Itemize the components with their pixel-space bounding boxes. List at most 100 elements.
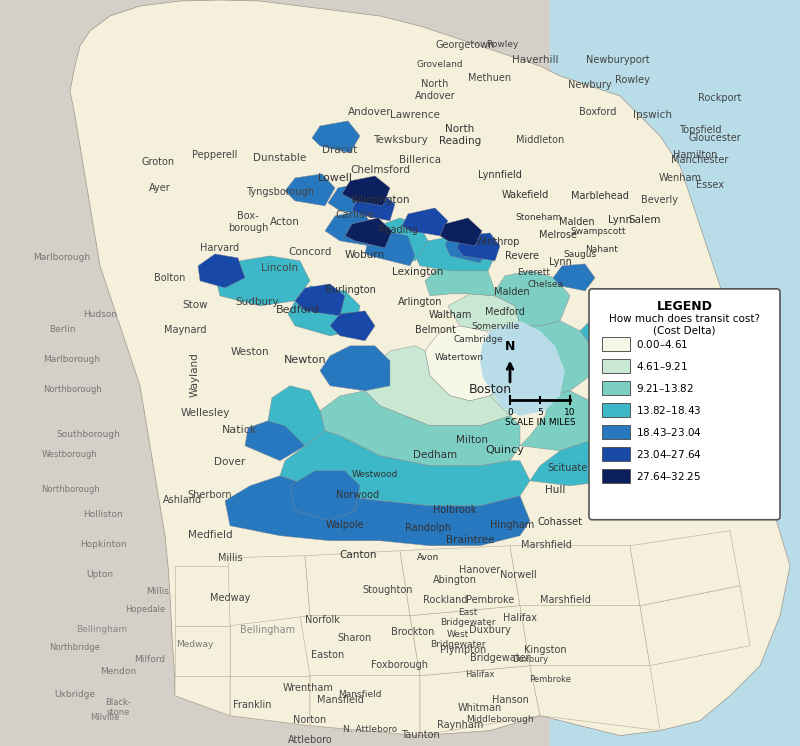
Text: Revere: Revere — [505, 251, 539, 261]
Text: Andover: Andover — [348, 107, 392, 117]
Polygon shape — [530, 665, 660, 730]
Text: Scituate: Scituate — [548, 463, 588, 473]
Polygon shape — [345, 218, 392, 248]
Text: Harvard: Harvard — [201, 243, 239, 253]
Text: Rockland: Rockland — [422, 595, 467, 605]
Text: Swampscott: Swampscott — [570, 228, 626, 236]
Text: Bedford: Bedford — [276, 305, 320, 315]
Text: Westwood: Westwood — [352, 470, 398, 479]
Text: Marlborough: Marlborough — [43, 355, 101, 364]
Text: Boston: Boston — [469, 383, 511, 396]
Text: Canton: Canton — [339, 550, 377, 560]
Text: Stow: Stow — [182, 300, 208, 310]
Polygon shape — [310, 676, 420, 736]
Text: (Cost Delta): (Cost Delta) — [654, 326, 716, 336]
Text: Brockton: Brockton — [391, 627, 434, 636]
Text: $0.00 – $4.61: $0.00 – $4.61 — [636, 338, 689, 350]
Text: Halifax: Halifax — [503, 612, 537, 623]
Text: Medway: Medway — [176, 640, 214, 649]
Text: Bolton: Bolton — [154, 273, 186, 283]
Text: Hingham: Hingham — [490, 520, 534, 530]
Text: Arlington: Arlington — [398, 297, 442, 307]
Polygon shape — [70, 0, 790, 736]
Text: Taunton: Taunton — [401, 730, 439, 739]
Text: Chelsea: Chelsea — [527, 280, 563, 289]
Text: $9.21 – $13.82: $9.21 – $13.82 — [636, 382, 694, 394]
Polygon shape — [580, 311, 640, 376]
Text: Duxbury: Duxbury — [512, 655, 548, 664]
Polygon shape — [352, 192, 395, 221]
Text: Topsfield: Topsfield — [678, 125, 722, 135]
Polygon shape — [445, 231, 490, 263]
Polygon shape — [320, 346, 390, 391]
Polygon shape — [402, 208, 448, 236]
Polygon shape — [225, 476, 530, 546]
Text: Box-
borough: Box- borough — [228, 211, 268, 233]
Text: Billerica: Billerica — [399, 155, 441, 165]
Polygon shape — [520, 606, 650, 665]
Bar — [602, 380, 630, 395]
Polygon shape — [285, 174, 335, 206]
Text: Braintree: Braintree — [446, 535, 494, 545]
Polygon shape — [495, 271, 570, 326]
Text: Waltham: Waltham — [428, 310, 472, 320]
Text: Norwell: Norwell — [500, 570, 536, 580]
Polygon shape — [370, 218, 428, 261]
Polygon shape — [215, 256, 310, 306]
Text: Southborough: Southborough — [56, 430, 120, 439]
Text: Methuen: Methuen — [469, 73, 511, 83]
Text: Halifax: Halifax — [466, 670, 494, 679]
Polygon shape — [490, 326, 550, 416]
Text: Rowley: Rowley — [486, 40, 518, 49]
Text: North
Andover: North Andover — [414, 79, 455, 101]
Polygon shape — [590, 376, 650, 436]
Text: Melrose: Melrose — [539, 230, 577, 240]
Text: Pepperell: Pepperell — [192, 150, 238, 160]
Bar — [602, 447, 630, 461]
Text: LEGEND: LEGEND — [657, 300, 713, 313]
Text: Plympton: Plympton — [440, 645, 486, 655]
Text: Stoughton: Stoughton — [362, 585, 414, 595]
Text: Natick: Natick — [222, 424, 258, 435]
Text: Milton: Milton — [456, 435, 488, 445]
Polygon shape — [530, 436, 630, 486]
Text: Wakefield: Wakefield — [502, 190, 549, 200]
Bar — [602, 337, 630, 351]
Text: $4.61 – $9.21: $4.61 – $9.21 — [636, 360, 688, 372]
Text: Concord: Concord — [288, 247, 332, 257]
Text: Rockport: Rockport — [698, 93, 742, 103]
Polygon shape — [280, 430, 530, 506]
Polygon shape — [175, 565, 230, 626]
Text: Bridgewater: Bridgewater — [470, 653, 530, 662]
Text: Northborough: Northborough — [41, 485, 99, 495]
Text: Avon: Avon — [417, 554, 439, 562]
Polygon shape — [400, 546, 520, 615]
Text: Northborough: Northborough — [42, 385, 102, 395]
Text: West
Bridgewater: West Bridgewater — [430, 630, 486, 649]
Text: Franklin: Franklin — [233, 700, 271, 709]
Polygon shape — [480, 321, 565, 416]
Text: N. Attleboro: N. Attleboro — [343, 725, 397, 734]
Text: Duxbury: Duxbury — [469, 624, 511, 635]
Text: Black-
stone: Black- stone — [105, 698, 131, 718]
Polygon shape — [290, 471, 360, 521]
Text: Berlin: Berlin — [49, 325, 75, 334]
Text: Wilmington: Wilmington — [350, 195, 410, 205]
Text: Burlington: Burlington — [325, 285, 375, 295]
Text: Marlborough: Marlborough — [34, 254, 90, 263]
FancyBboxPatch shape — [589, 289, 780, 520]
Text: Newton: Newton — [284, 355, 326, 365]
Text: Cambridge: Cambridge — [453, 335, 503, 345]
Text: Bellingham: Bellingham — [77, 625, 127, 634]
Text: Marblehead: Marblehead — [571, 191, 629, 201]
Polygon shape — [425, 326, 515, 401]
Text: N: N — [505, 340, 515, 353]
Polygon shape — [328, 183, 378, 216]
Polygon shape — [515, 321, 595, 396]
Polygon shape — [510, 546, 640, 606]
Text: Mansfield: Mansfield — [338, 690, 382, 699]
Text: Boxford: Boxford — [579, 107, 617, 117]
Text: Rowley: Rowley — [614, 75, 650, 85]
Text: Walpole: Walpole — [326, 520, 364, 530]
Text: 10: 10 — [564, 408, 576, 417]
